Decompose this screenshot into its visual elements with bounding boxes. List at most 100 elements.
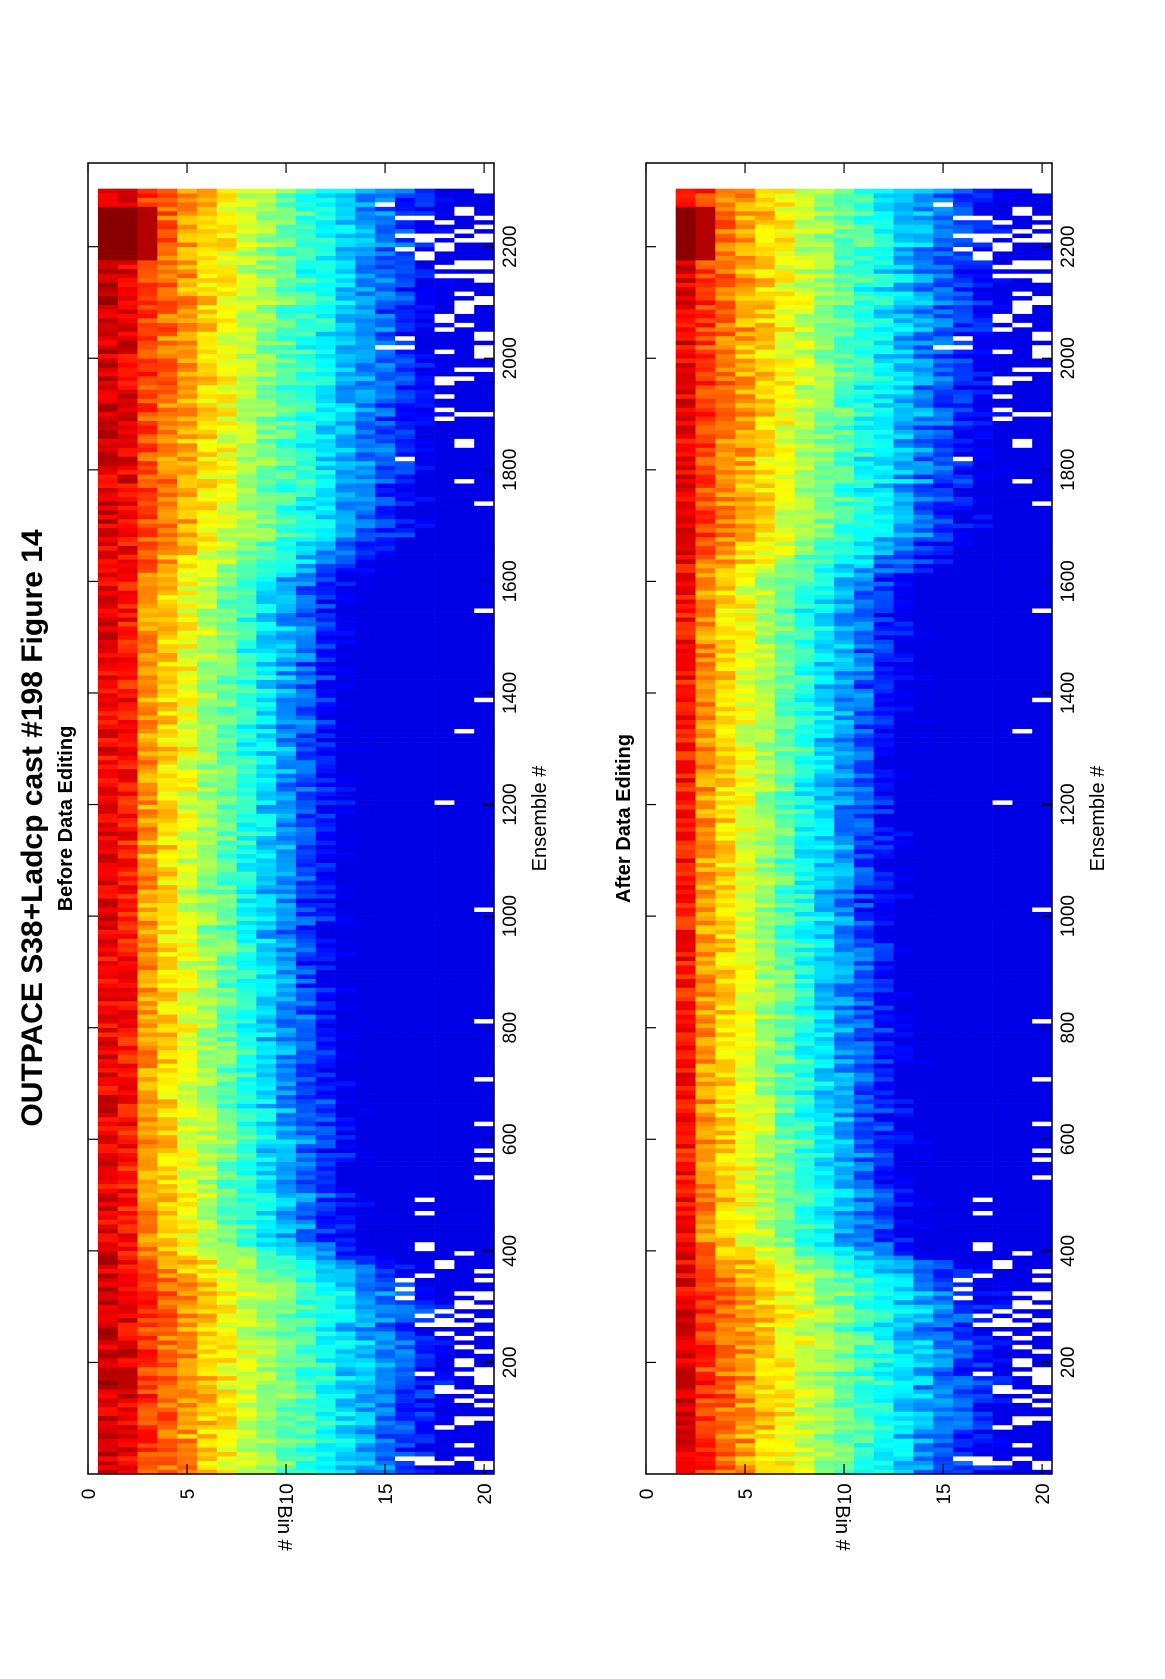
heatmap-cell (315, 1121, 336, 1127)
heatmap-cell (414, 1371, 435, 1377)
heatmap-cell (177, 286, 198, 292)
heatmap-cell (117, 1130, 138, 1136)
heatmap-cell (315, 1112, 336, 1118)
heatmap-cell (97, 911, 118, 917)
heatmap-cell (196, 795, 218, 801)
heatmap-cell (414, 1398, 435, 1403)
heatmap-cell (196, 246, 218, 252)
heatmap-cell (117, 304, 138, 310)
heatmap-cell (157, 634, 178, 640)
heatmap-cell (355, 983, 376, 988)
heatmap-cell (216, 1304, 237, 1310)
heatmap-cell (196, 1032, 218, 1037)
heatmap-cell (394, 233, 416, 239)
heatmap-cell (236, 1407, 257, 1412)
heatmap-cell (394, 510, 416, 515)
heatmap-cell (216, 1317, 237, 1323)
heatmap-cell (137, 1299, 158, 1305)
heatmap-cell (375, 880, 396, 886)
heatmap-cell (414, 331, 435, 337)
heatmap-cell (196, 1402, 218, 1408)
heatmap-cell (196, 1447, 218, 1452)
heatmap-cell (177, 358, 198, 364)
heatmap-cell (394, 1081, 416, 1087)
heatmap-cell (375, 742, 396, 747)
heatmap-cell (394, 358, 416, 364)
heatmap-cell (335, 902, 356, 908)
heatmap-cell (157, 608, 178, 613)
heatmap-cell (295, 380, 317, 386)
heatmap-cell (157, 809, 178, 814)
heatmap-cell (276, 1357, 297, 1363)
heatmap-cell (375, 1375, 396, 1381)
heatmap-cell (177, 1255, 198, 1261)
heatmap-cell (355, 478, 376, 484)
heatmap-cell (157, 541, 178, 546)
heatmap-cell (335, 911, 356, 917)
heatmap-cell (177, 443, 198, 448)
heatmap-cell (295, 1183, 317, 1189)
heatmap-cell (216, 590, 237, 596)
heatmap-cell (256, 246, 277, 252)
heatmap-cell (196, 1424, 218, 1430)
heatmap-cell (97, 755, 118, 761)
heatmap-cell (157, 1362, 178, 1368)
heatmap-cell (256, 875, 277, 881)
heatmap-cell (295, 657, 317, 663)
heatmap-cell (256, 666, 277, 671)
heatmap-cell (315, 295, 336, 301)
heatmap-cell (137, 728, 158, 734)
heatmap-cell (177, 742, 198, 747)
heatmap-cell (236, 568, 257, 573)
heatmap-cell (97, 1018, 118, 1024)
heatmap-cell (295, 340, 317, 346)
heatmap-cell (177, 1179, 198, 1185)
heatmap-cell (177, 1389, 198, 1394)
heatmap-cell (394, 1063, 416, 1069)
heatmap-cell (196, 1125, 218, 1131)
heatmap-cell (276, 800, 297, 805)
heatmap-cell (414, 951, 435, 957)
heatmap-cell (315, 443, 336, 448)
heatmap-cell (157, 492, 178, 497)
heatmap-cell (97, 1032, 118, 1037)
heatmap-cell (117, 460, 138, 466)
heatmap-cell (256, 1465, 277, 1470)
heatmap-cell (414, 1103, 435, 1109)
heatmap-cell (236, 451, 257, 457)
heatmap-cell (97, 1460, 118, 1466)
heatmap-cell (276, 1050, 297, 1055)
heatmap-cell (196, 1054, 218, 1060)
heatmap-cell (414, 782, 435, 787)
heatmap-cell (375, 599, 396, 605)
heatmap-cell (276, 1371, 297, 1377)
heatmap-cell (97, 1045, 118, 1051)
heatmap-cell (295, 483, 317, 488)
heatmap-cell (137, 1215, 158, 1220)
heatmap-cell (295, 407, 317, 413)
heatmap-cell (394, 1157, 416, 1162)
heatmap-cell (216, 541, 237, 546)
heatmap-cell (394, 568, 416, 573)
heatmap-cell (256, 469, 277, 475)
heatmap-cell (355, 1192, 376, 1198)
heatmap-cell (117, 974, 138, 979)
heatmap-cell (236, 1188, 257, 1194)
heatmap-cell (315, 706, 336, 712)
heatmap-cell (177, 1438, 198, 1444)
heatmap-cell (315, 978, 336, 984)
heatmap-cell (295, 1041, 317, 1046)
heatmap-cell (97, 367, 118, 372)
heatmap-cell (97, 228, 118, 234)
heatmap-cell (355, 269, 376, 274)
heatmap-cell (196, 956, 218, 962)
heatmap-cell (97, 273, 118, 279)
heatmap-cell (236, 951, 257, 957)
heatmap-cell (276, 416, 297, 422)
heatmap-cell (355, 1304, 376, 1310)
heatmap-cell (196, 974, 218, 979)
heatmap-cell (256, 893, 277, 899)
heatmap-cell (97, 429, 118, 435)
heatmap-cell (97, 1161, 118, 1167)
heatmap-cell (236, 911, 257, 917)
